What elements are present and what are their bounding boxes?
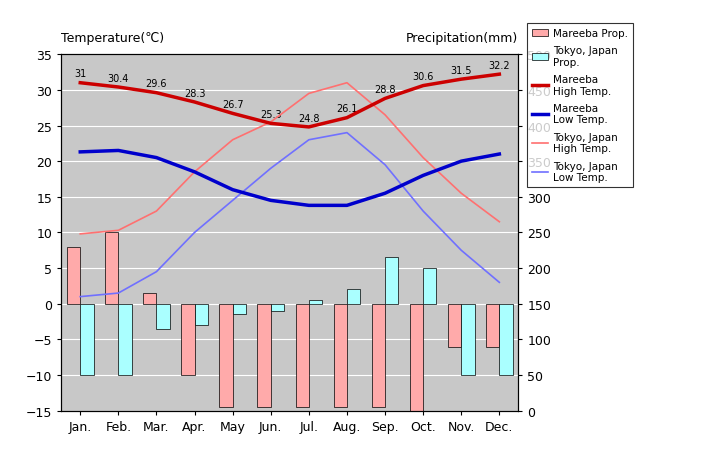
Tokyo, Japan
High Temp. [457, 191, 466, 196]
Mareeba
Low Temp. [305, 203, 313, 209]
Line: Mareeba
Low Temp.: Mareeba Low Temp. [80, 151, 500, 206]
Bar [333, 304, 347, 407]
Tokyo, Japan
Low Temp. [495, 280, 504, 285]
Text: 28.8: 28.8 [374, 85, 396, 95]
Mareeba
High Temp. [495, 72, 504, 78]
Tokyo, Japan
High Temp. [190, 170, 199, 175]
Tokyo, Japan
High Temp. [495, 219, 504, 225]
Text: 25.3: 25.3 [260, 110, 282, 120]
Legend: Mareeba Prop., Tokyo, Japan
Prop., Mareeba
High Temp., Mareeba
Low Temp., Tokyo,: Mareeba Prop., Tokyo, Japan Prop., Maree… [527, 23, 634, 188]
Tokyo, Japan
Low Temp. [305, 138, 313, 143]
Text: Temperature(℃): Temperature(℃) [61, 31, 164, 45]
Text: 31.5: 31.5 [451, 66, 472, 76]
Mareeba
High Temp. [419, 84, 428, 89]
Mareeba
High Temp. [381, 96, 390, 102]
Tokyo, Japan
Low Temp. [228, 198, 237, 204]
Text: 31: 31 [74, 69, 86, 79]
Bar [423, 269, 436, 304]
Tokyo, Japan
High Temp. [343, 81, 351, 86]
Tokyo, Japan
Low Temp. [457, 248, 466, 253]
Bar [233, 304, 246, 315]
Bar [385, 258, 398, 304]
Text: Precipitation(mm): Precipitation(mm) [406, 31, 518, 45]
Bar [295, 304, 309, 407]
Mareeba
Low Temp. [343, 203, 351, 209]
Mareeba
Low Temp. [114, 148, 122, 154]
Bar [347, 290, 360, 304]
Text: 28.3: 28.3 [184, 89, 205, 99]
Mareeba
High Temp. [266, 121, 275, 127]
Bar [500, 304, 513, 375]
Bar [271, 304, 284, 311]
Tokyo, Japan
High Temp. [228, 138, 237, 143]
Tokyo, Japan
Low Temp. [190, 230, 199, 236]
Tokyo, Japan
Low Temp. [343, 130, 351, 136]
Line: Mareeba
High Temp.: Mareeba High Temp. [80, 75, 500, 128]
Bar [194, 304, 208, 325]
Tokyo, Japan
High Temp. [152, 209, 161, 214]
Mareeba
High Temp. [76, 81, 84, 86]
Bar [309, 301, 322, 304]
Text: 30.6: 30.6 [413, 72, 434, 82]
Text: 24.8: 24.8 [298, 113, 320, 123]
Mareeba
High Temp. [343, 116, 351, 121]
Bar [220, 304, 233, 407]
Tokyo, Japan
Low Temp. [114, 291, 122, 296]
Mareeba
High Temp. [190, 100, 199, 106]
Mareeba
Low Temp. [190, 170, 199, 175]
Mareeba
Low Temp. [457, 159, 466, 165]
Text: 29.6: 29.6 [145, 79, 167, 89]
Line: Tokyo, Japan
Low Temp.: Tokyo, Japan Low Temp. [80, 133, 500, 297]
Bar [67, 247, 80, 304]
Tokyo, Japan
High Temp. [114, 228, 122, 234]
Bar [462, 304, 474, 375]
Text: 26.7: 26.7 [222, 100, 243, 110]
Mareeba
Low Temp. [266, 198, 275, 204]
Mareeba
High Temp. [305, 125, 313, 130]
Text: 32.2: 32.2 [489, 61, 510, 71]
Bar [486, 304, 500, 347]
Bar [448, 304, 462, 347]
Mareeba
Low Temp. [228, 187, 237, 193]
Mareeba
Low Temp. [76, 150, 84, 155]
Bar [143, 293, 156, 304]
Tokyo, Japan
High Temp. [305, 91, 313, 97]
Mareeba
Low Temp. [495, 152, 504, 157]
Tokyo, Japan
Low Temp. [419, 209, 428, 214]
Bar [181, 304, 194, 375]
Bar [372, 304, 385, 407]
Bar [258, 304, 271, 407]
Mareeba
High Temp. [114, 85, 122, 90]
Bar [105, 233, 118, 304]
Tokyo, Japan
High Temp. [76, 232, 84, 237]
Tokyo, Japan
Low Temp. [152, 269, 161, 275]
Bar [118, 304, 132, 375]
Mareeba
Low Temp. [419, 174, 428, 179]
Bar [410, 304, 423, 411]
Bar [156, 304, 170, 329]
Tokyo, Japan
Low Temp. [266, 166, 275, 172]
Tokyo, Japan
Low Temp. [76, 294, 84, 300]
Mareeba
High Temp. [457, 77, 466, 83]
Mareeba
Low Temp. [381, 191, 390, 196]
Mareeba
High Temp. [228, 112, 237, 117]
Bar [80, 304, 94, 375]
Mareeba
Low Temp. [152, 156, 161, 161]
Tokyo, Japan
Low Temp. [381, 162, 390, 168]
Text: 26.1: 26.1 [336, 104, 358, 114]
Tokyo, Japan
High Temp. [381, 113, 390, 118]
Mareeba
High Temp. [152, 91, 161, 96]
Text: 30.4: 30.4 [108, 73, 129, 84]
Line: Tokyo, Japan
High Temp.: Tokyo, Japan High Temp. [80, 84, 500, 235]
Tokyo, Japan
High Temp. [419, 156, 428, 161]
Tokyo, Japan
High Temp. [266, 120, 275, 125]
